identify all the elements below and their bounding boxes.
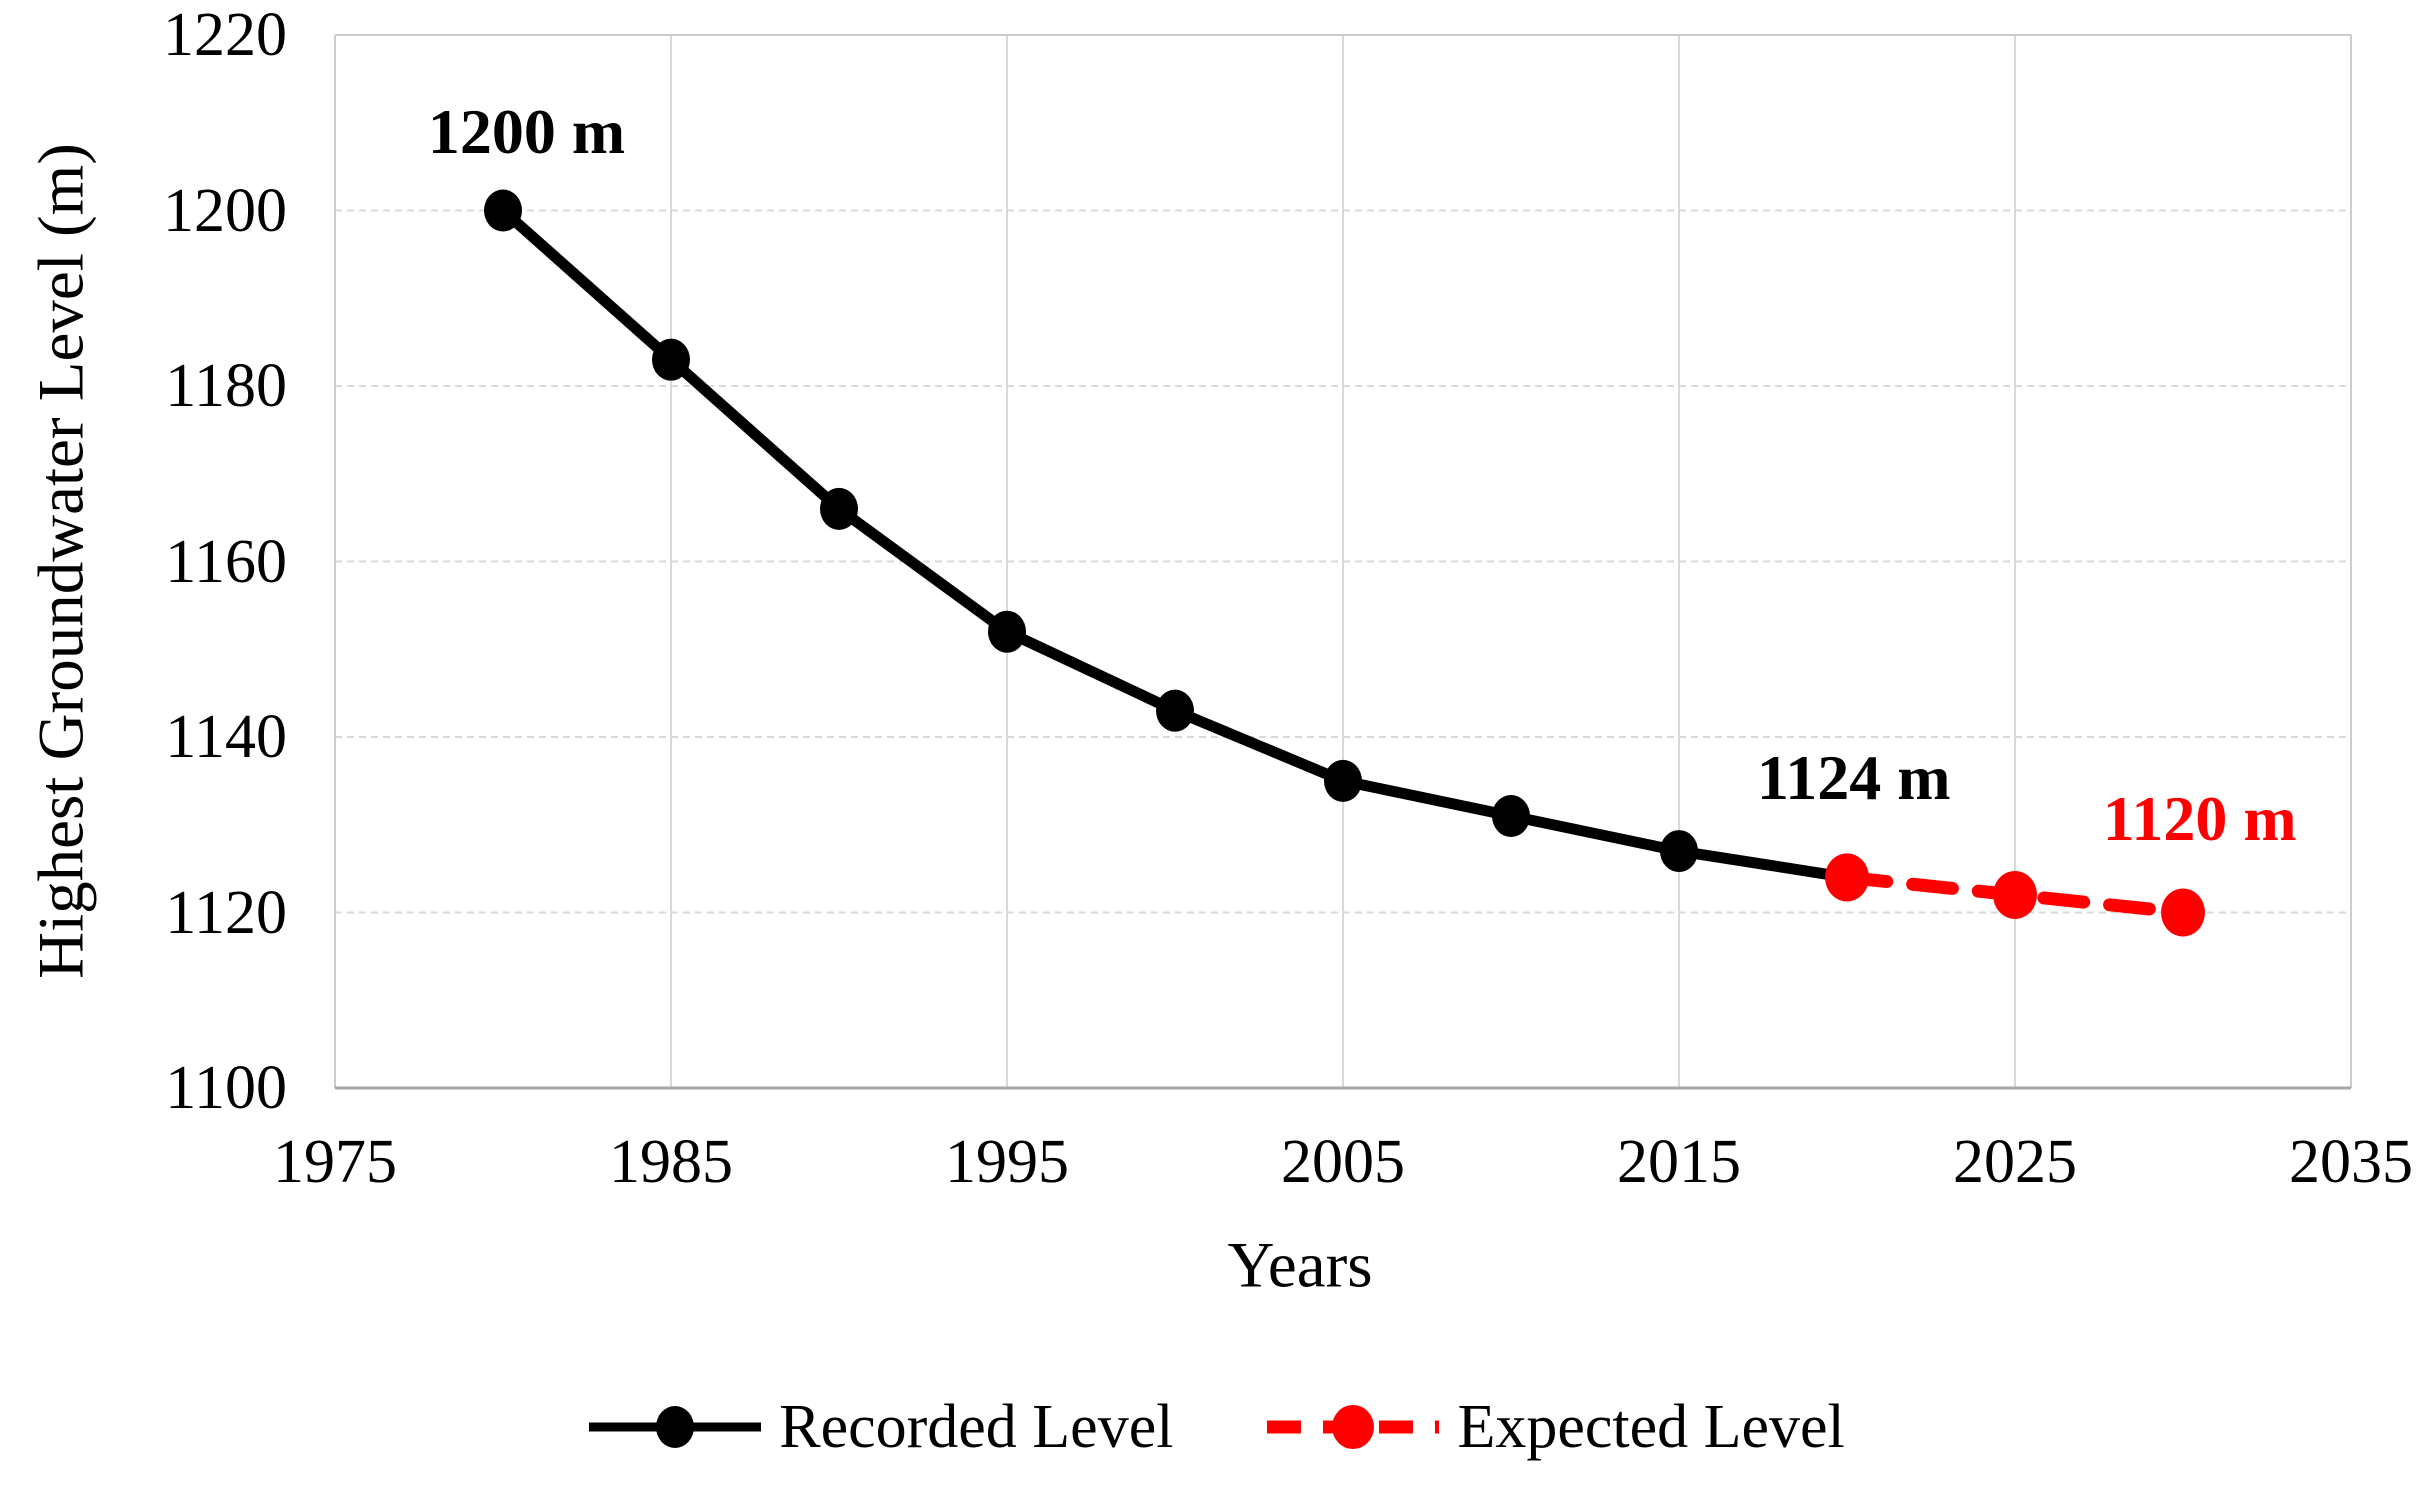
data-point-series-1 xyxy=(1825,853,1869,902)
data-point-series-0 xyxy=(1492,794,1530,837)
expected-sample-marker xyxy=(1332,1405,1375,1449)
data-point-series-0 xyxy=(484,189,522,232)
recorded-sample-marker xyxy=(656,1406,695,1448)
y-tick-label: 1220 xyxy=(163,1,287,69)
data-point-series-0 xyxy=(1660,830,1698,873)
recorded-level-line-sample xyxy=(589,1406,762,1448)
legend-label-recorded: Recorded Level xyxy=(779,1393,1174,1461)
data-point-series-1 xyxy=(1993,870,2037,919)
x-tick-label: 1995 xyxy=(945,1128,1069,1196)
x-tick-label: 2025 xyxy=(1953,1128,2077,1196)
data-point-series-1 xyxy=(2161,888,2205,937)
legend-item-recorded: Recorded Level xyxy=(587,1396,1173,1458)
annotation-1120-m: 1120 m xyxy=(2102,782,2297,854)
legend: Recorded Level Expected Level xyxy=(0,1396,2432,1458)
data-point-series-0 xyxy=(988,610,1026,653)
data-point-series-0 xyxy=(820,487,858,530)
series-line-0 xyxy=(497,205,1853,883)
y-tick-label: 1120 xyxy=(165,878,287,947)
x-tick-label: 2005 xyxy=(1281,1128,1405,1196)
legend-label-expected: Expected Level xyxy=(1457,1393,1845,1461)
y-tick-label: 1200 xyxy=(163,176,287,245)
expected-level-line-sample xyxy=(1267,1405,1440,1449)
data-point-series-0 xyxy=(1324,759,1362,802)
x-axis-title: Years xyxy=(1227,1229,1373,1302)
y-tick-label: 1140 xyxy=(165,703,287,771)
x-tick-label: 1975 xyxy=(273,1128,397,1196)
legend-item-expected: Expected Level xyxy=(1265,1393,1845,1461)
y-axis-title: Highest Groundwater Level (m) xyxy=(25,143,98,979)
x-tick-label: 2035 xyxy=(2289,1128,2413,1196)
y-tick-label: 1180 xyxy=(165,352,287,420)
y-tick-label: 1100 xyxy=(165,1054,287,1122)
data-point-series-0 xyxy=(1156,689,1194,732)
annotation-1200-m: 1200 m xyxy=(427,95,626,167)
data-point-series-0 xyxy=(652,338,690,381)
y-tick-label: 1160 xyxy=(165,527,287,596)
annotation-1124-m: 1124 m xyxy=(1756,742,1951,814)
x-tick-label: 1985 xyxy=(609,1128,733,1196)
x-tick-label: 2015 xyxy=(1617,1128,1741,1196)
